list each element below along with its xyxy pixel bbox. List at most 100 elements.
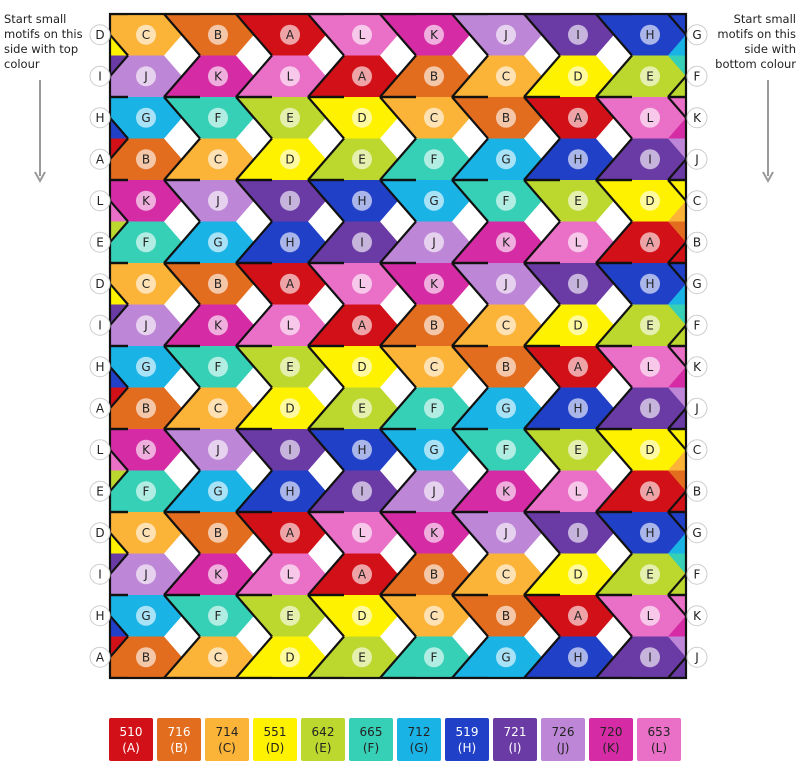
svg-text:C: C [502, 70, 510, 84]
cell-letter: L [352, 273, 372, 294]
cell-letter: C [424, 107, 444, 128]
right-edge-label: J [686, 148, 708, 170]
left-edge-label: H [89, 107, 111, 129]
svg-text:L: L [287, 568, 294, 582]
svg-text:A: A [358, 70, 367, 84]
cell-letter: G [208, 481, 228, 502]
svg-text:L: L [287, 70, 294, 84]
cell-letter: J [424, 481, 444, 502]
svg-text:L: L [287, 319, 294, 333]
cell-letter: H [352, 190, 372, 211]
svg-text:H: H [645, 277, 654, 291]
left-edge-label: H [89, 356, 111, 378]
svg-text:F: F [694, 568, 701, 582]
cell-letter: D [640, 190, 660, 211]
hex-edge [379, 303, 417, 347]
legend-swatch: 720 (K) [589, 718, 633, 761]
hex-edge [110, 386, 129, 410]
svg-text:L: L [359, 277, 366, 291]
cell-letter: B [496, 605, 516, 626]
svg-text:H: H [95, 111, 104, 125]
hex-edge [379, 428, 417, 472]
hex-edge [667, 240, 686, 264]
svg-text:B: B [214, 526, 222, 540]
cell-letter: E [352, 149, 372, 170]
svg-text:I: I [360, 485, 364, 499]
cell-letter: K [208, 315, 228, 336]
svg-text:K: K [214, 568, 223, 582]
cell-letter: H [568, 149, 588, 170]
svg-text:D: D [573, 319, 582, 333]
svg-text:I: I [576, 277, 580, 291]
cell-letter: C [496, 564, 516, 585]
left-edge-label: I [89, 563, 111, 585]
svg-text:G: G [141, 609, 150, 623]
cell-letter: K [136, 190, 156, 211]
cell-letter: G [424, 190, 444, 211]
svg-text:E: E [646, 70, 654, 84]
svg-text:A: A [574, 111, 583, 125]
hex-edge [523, 469, 561, 513]
hex-edge [110, 469, 129, 493]
hex-edge [235, 179, 273, 223]
hex-edge [595, 428, 633, 472]
hex-edge [379, 137, 417, 181]
hex-edge [379, 635, 417, 678]
cell-letter: F [208, 605, 228, 626]
cell-letter: E [640, 564, 660, 585]
cell-letter: H [280, 232, 300, 253]
cell-letter: H [640, 273, 660, 294]
hex-edge [110, 531, 129, 555]
svg-text:H: H [573, 153, 582, 167]
svg-text:D: D [573, 70, 582, 84]
hex-edge [379, 469, 417, 513]
hex-edge [307, 552, 345, 596]
legend-letter: (A) [122, 740, 140, 755]
hex-edge [379, 594, 417, 638]
hex-edge [235, 303, 273, 347]
svg-text:C: C [502, 568, 510, 582]
svg-text:C: C [693, 194, 701, 208]
legend-code: 721 [503, 724, 527, 739]
hex-edge [235, 54, 273, 98]
left-edge-label: D [89, 24, 111, 46]
hex-edge [235, 137, 273, 181]
cell-letter: F [208, 107, 228, 128]
svg-text:I: I [576, 526, 580, 540]
hex-edge [595, 594, 633, 638]
svg-text:L: L [575, 236, 582, 250]
cell-letter: C [208, 398, 228, 419]
cell-letter: A [280, 24, 300, 45]
hex-edge [595, 220, 633, 264]
legend-swatch: 726 (J) [541, 718, 585, 761]
svg-text:C: C [142, 277, 150, 291]
svg-text:F: F [431, 402, 438, 416]
hex-edge [595, 469, 633, 513]
svg-text:C: C [142, 526, 150, 540]
svg-text:J: J [503, 28, 508, 42]
cell-letter: C [496, 66, 516, 87]
svg-text:F: F [215, 609, 222, 623]
svg-text:B: B [693, 236, 701, 250]
hex-edge [235, 262, 273, 306]
hex-edge [307, 635, 345, 678]
hex-edge [451, 54, 489, 98]
svg-text:B: B [502, 111, 510, 125]
cell-letter: G [496, 647, 516, 668]
hex-edge [667, 511, 686, 535]
cell-letter: I [280, 190, 300, 211]
legend-swatch: 551 (D) [253, 718, 297, 761]
hex-edge [110, 448, 129, 472]
right-edge-label: C [686, 190, 708, 212]
hex-edge [523, 96, 561, 140]
cell-letter: B [136, 398, 156, 419]
cell-letter: E [280, 605, 300, 626]
hex-edge [667, 157, 686, 181]
svg-text:D: D [645, 443, 654, 457]
right-edge-label: J [686, 397, 708, 419]
cell-letter: D [568, 315, 588, 336]
hex-edge [595, 137, 633, 181]
legend-swatch: 510 (A) [109, 718, 153, 761]
svg-text:F: F [143, 236, 150, 250]
svg-text:J: J [143, 568, 148, 582]
